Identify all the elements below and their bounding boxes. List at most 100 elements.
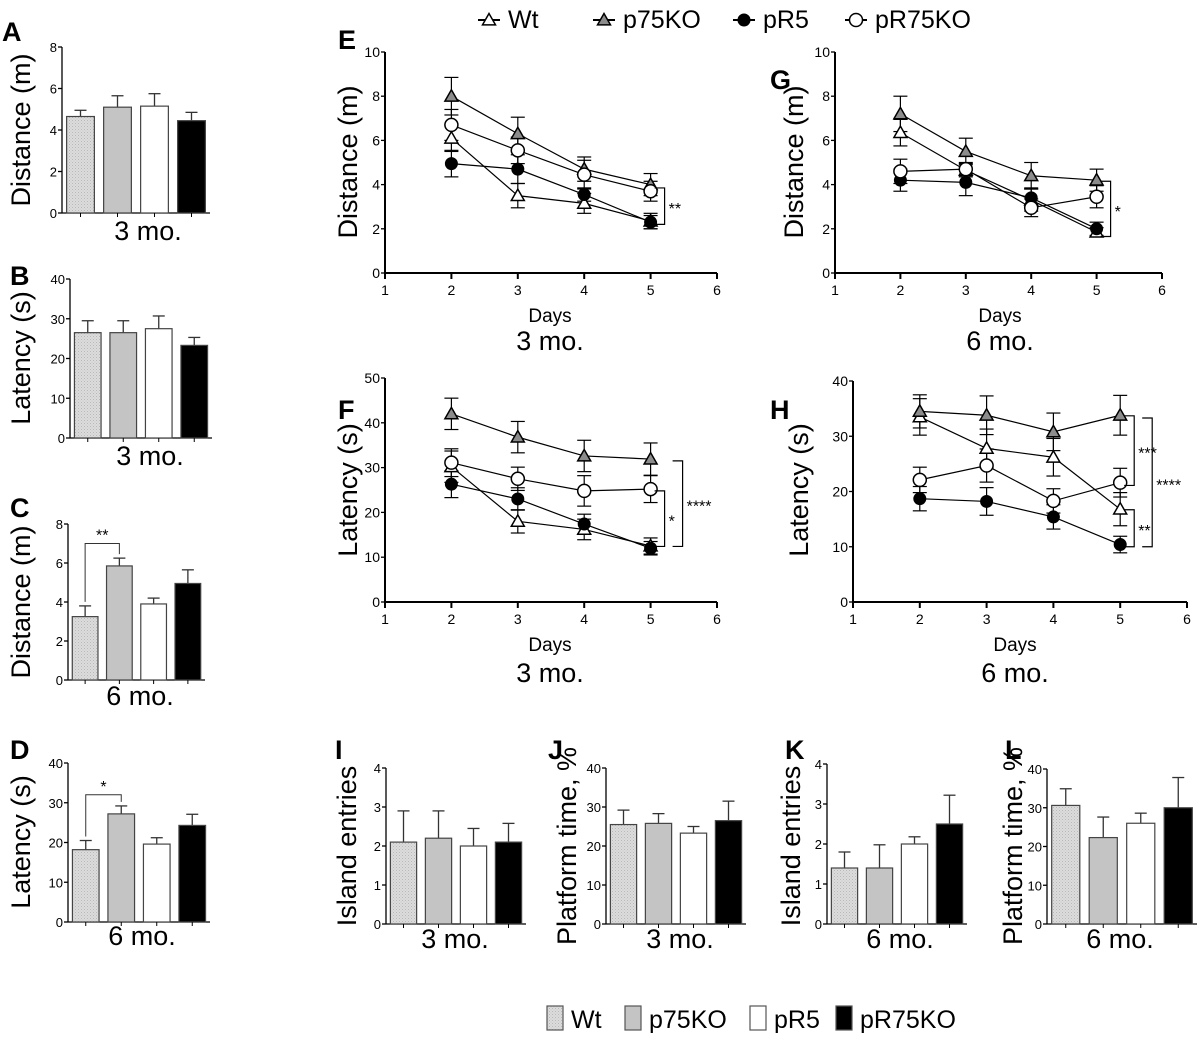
y-tick-label: 0 (815, 917, 822, 932)
y-tick-label: 20 (832, 484, 848, 500)
legend-item-wt: Wt (546, 1005, 602, 1034)
data-point-pr75ko (576, 483, 592, 499)
y-tick-label: 20 (49, 836, 63, 851)
y-tick-label: 30 (49, 796, 63, 811)
x-axis-label: Days (978, 306, 1021, 327)
series-line (451, 95, 651, 186)
legend-label: pR75KO (875, 6, 971, 34)
panel-k: K 0 1 2 3 4 Island entries 6 mo. (776, 735, 967, 954)
bar-p75ko (424, 837, 453, 925)
significance-label: *** (1138, 446, 1157, 463)
data-point-pr75ko (510, 471, 526, 487)
y-tick-label: 2 (372, 221, 380, 237)
data-point-p75ko (892, 105, 909, 120)
y-tick-label: 0 (1035, 917, 1042, 932)
data-point-pr5 (1113, 538, 1127, 552)
bar-pr75ko (714, 820, 743, 925)
y-axis-label: Latency (s) (784, 423, 814, 557)
series-line (900, 132, 1097, 233)
bar-pr75ko (177, 120, 206, 214)
y-tick-label: 10 (51, 391, 65, 406)
y-tick-label: 30 (832, 428, 848, 444)
y-tick-label: 6 (372, 132, 380, 148)
x-tick-label: 1 (831, 282, 839, 298)
x-axis-label: 3 mo. (646, 924, 714, 954)
legend-label: pR5 (774, 1006, 820, 1034)
series-line (900, 168, 1097, 209)
data-point-p75ko (510, 125, 526, 140)
significance-bracket (654, 490, 666, 548)
y-tick-label: 3 (815, 797, 822, 812)
y-tick-label: 10 (832, 539, 848, 555)
series-pr75ko (893, 158, 1104, 218)
y-axis-label: Distance (m) (333, 85, 363, 238)
series-pr5 (912, 485, 1128, 554)
data-point-pr5 (511, 162, 525, 176)
y-tick-label: 30 (51, 312, 65, 327)
data-point-p75ko (958, 143, 974, 158)
panel-letter: G (770, 65, 791, 95)
x-tick-label: 4 (580, 282, 588, 298)
gray-triangle-icon (596, 11, 612, 26)
series-line (451, 124, 651, 192)
x-tick-label: 5 (647, 282, 655, 298)
panel-letter: B (10, 261, 30, 291)
y-tick-label: 20 (1028, 840, 1042, 855)
y-tick-label: 40 (832, 373, 848, 389)
subtitle: 6 mo. (966, 326, 1034, 356)
data-point-pr75ko (510, 143, 526, 158)
bar-p75ko (1088, 836, 1118, 925)
y-tick-label: 1 (374, 878, 381, 893)
filled-circle-icon (737, 13, 751, 27)
x-axis-label: 6 mo. (866, 924, 934, 954)
legend-label: pR75KO (860, 1006, 956, 1034)
swatch-white-icon (749, 1005, 767, 1031)
x-tick-label: 6 (1158, 282, 1166, 298)
bar-p75ko (105, 565, 133, 681)
y-tick-label: 2 (815, 837, 822, 852)
bar-wt (1051, 804, 1081, 925)
y-axis-label: Distance (m) (779, 85, 809, 238)
bar-p75ko (865, 867, 894, 925)
y-tick-label: 20 (51, 352, 65, 367)
bar-wt (73, 332, 102, 439)
legend-label: p75KO (649, 1006, 727, 1034)
y-tick-label: 10 (587, 878, 601, 893)
y-tick-label: 20 (364, 504, 380, 520)
x-tick-label: 3 (514, 611, 522, 627)
panel-letter: H (770, 395, 790, 425)
y-tick-label: 0 (594, 917, 601, 932)
panel-letter: J (548, 735, 563, 765)
legend-label: Wt (508, 6, 539, 34)
series-wt (444, 124, 658, 230)
open-triangle-icon (481, 11, 497, 26)
bar-pr5 (900, 843, 929, 925)
x-tick-label: 4 (1027, 282, 1035, 298)
y-tick-label: 0 (50, 206, 57, 221)
y-tick-label: 20 (587, 839, 601, 854)
data-point-p75ko (1088, 172, 1105, 186)
y-tick-label: 2 (56, 634, 63, 649)
x-tick-label: 2 (916, 611, 924, 627)
swatch-black-icon (835, 1005, 853, 1031)
data-point-pr75ko (1089, 189, 1104, 205)
significance-label: **** (687, 499, 712, 516)
bar-p75ko (103, 106, 132, 214)
x-tick-label: 4 (580, 611, 588, 627)
data-point-pr5 (1090, 222, 1104, 236)
bar-pr5 (144, 328, 173, 439)
bar-pr5 (679, 832, 708, 925)
open-circle-icon (848, 12, 864, 28)
bar-pr75ko (178, 824, 207, 923)
data-point-wt (443, 130, 460, 144)
significance-label: **** (1156, 477, 1181, 494)
data-point-p75ko (510, 429, 526, 443)
data-point-pr75ko (893, 164, 908, 179)
series-p75ko (444, 76, 658, 197)
panel-letter: F (338, 395, 355, 425)
y-tick-label: 30 (364, 460, 380, 476)
swatch-stippled-light-gray-icon (546, 1005, 564, 1031)
